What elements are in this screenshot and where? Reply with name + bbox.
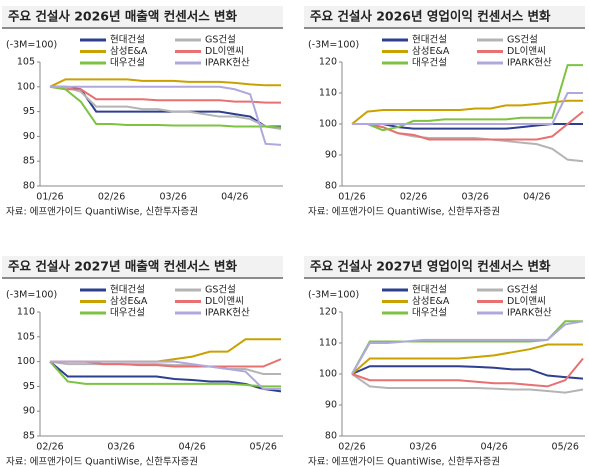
series-line	[49, 360, 281, 375]
legend-label: DL이앤씨	[205, 46, 244, 57]
legend-label: 현대건설	[110, 35, 145, 46]
series-line	[352, 92, 583, 125]
series-line	[351, 357, 584, 388]
y-tick-label: 120	[319, 57, 337, 68]
source-note: 자료: 에프앤가이드 QuantiWise, 신한투자증권	[6, 456, 198, 467]
chart-title: 주요 건설사 2027년 매출액 컨센서스 변화	[8, 259, 238, 274]
legend-label: 대우건설	[110, 308, 145, 319]
legend-label: 삼성E&A	[110, 46, 148, 57]
x-tick-label: 02/26	[98, 192, 125, 203]
legend-label: GS건설	[507, 35, 538, 46]
unit-label: (-3M=100)	[308, 40, 359, 51]
legend-label: GS건설	[205, 285, 236, 296]
legend-label: 현대건설	[412, 35, 447, 46]
x-tick-label: 02/26	[338, 442, 365, 453]
chart-title: 주요 건설사 2026년 영업이익 컨센서스 변화	[310, 9, 551, 24]
series-line	[351, 373, 584, 394]
legend-label: IPARK현산	[205, 58, 250, 69]
legend-label: 대우건설	[110, 58, 145, 69]
unit-label: (-3M=100)	[6, 40, 57, 51]
y-tick-label: 120	[319, 307, 337, 318]
legend-label: IPARK현산	[507, 308, 552, 319]
series-line	[351, 343, 583, 375]
series-line	[49, 85, 282, 129]
series-line	[50, 85, 282, 130]
y-tick-label: 100	[17, 356, 35, 367]
title-bar	[304, 6, 585, 28]
x-tick-label: 03/26	[160, 192, 187, 203]
chart-title: 주요 건설사 2027년 영업이익 컨센서스 변화	[310, 259, 551, 274]
x-tick-label: 03/26	[409, 442, 436, 453]
y-tick-label: 100	[319, 369, 337, 380]
y-tick-label: 105	[17, 57, 35, 68]
y-tick-label: 80	[23, 181, 35, 192]
y-tick-label: 90	[23, 131, 35, 142]
y-tick-label: 80	[325, 431, 337, 442]
title-bar	[304, 256, 585, 278]
y-tick-label: 85	[23, 156, 35, 167]
x-tick-label: 04/26	[523, 192, 550, 203]
x-tick-label: 05/26	[250, 442, 277, 453]
x-tick-label: 01/26	[338, 192, 365, 203]
unit-label: (-3M=100)	[308, 290, 359, 301]
x-tick-label: 02/26	[400, 192, 427, 203]
y-tick-label: 110	[319, 88, 337, 99]
x-tick-label: 04/26	[221, 192, 248, 203]
source-note: 자료: 에프앤가이드 QuantiWise, 신한투자증권	[308, 206, 500, 218]
series-line	[50, 360, 281, 390]
series-line	[49, 360, 281, 388]
legend-label: IPARK현산	[507, 58, 552, 69]
series-line	[50, 338, 281, 363]
legend-label: 대우건설	[412, 308, 447, 319]
series-line	[49, 360, 282, 393]
series-line	[352, 64, 583, 132]
series-line	[351, 365, 584, 380]
series-line	[351, 320, 584, 375]
legend-label: GS건설	[205, 35, 236, 46]
legend-label: DL이앤씨	[205, 296, 244, 307]
y-tick-label: 80	[325, 181, 337, 192]
y-tick-label: 100	[17, 81, 35, 92]
x-tick-label: 03/26	[462, 192, 489, 203]
legend-label: DL이앤씨	[507, 46, 546, 57]
y-tick-label: 95	[23, 106, 35, 117]
legend-label: GS건설	[507, 285, 538, 296]
legend-label: 삼성E&A	[110, 296, 148, 307]
y-tick-label: 85	[23, 431, 35, 442]
title-bar	[2, 6, 283, 28]
y-tick-label: 105	[17, 331, 35, 342]
series-line	[352, 110, 584, 141]
legend-label: IPARK현산	[205, 308, 250, 319]
y-tick-label: 90	[325, 400, 337, 411]
y-tick-label: 95	[23, 381, 35, 392]
source-note: 자료: 에프앤가이드 QuantiWise, 신한투자증권	[308, 456, 500, 467]
x-tick-label: 02/26	[36, 442, 63, 453]
source-note: 자료: 에프앤가이드 QuantiWise, 신한투자증권	[6, 206, 198, 218]
legend-label: 현대건설	[412, 285, 447, 296]
series-line	[351, 99, 583, 125]
legend-label: 대우건설	[412, 58, 447, 69]
series-line	[50, 85, 282, 146]
y-tick-label: 110	[319, 338, 337, 349]
title-bar	[2, 256, 283, 278]
legend-label: DL이앤씨	[507, 296, 546, 307]
chart-title: 주요 건설사 2026년 매출액 컨센서스 변화	[8, 9, 238, 24]
x-tick-label: 04/26	[178, 442, 205, 453]
y-tick-label: 90	[325, 150, 337, 161]
y-tick-label: 90	[23, 406, 35, 417]
legend-label: 현대건설	[110, 285, 145, 296]
x-tick-label: 05/26	[552, 442, 579, 453]
legend-label: 삼성E&A	[412, 296, 450, 307]
series-line	[49, 85, 281, 104]
legend-label: 삼성E&A	[412, 46, 450, 57]
y-tick-label: 100	[319, 119, 337, 130]
x-tick-label: 01/26	[36, 192, 63, 203]
x-tick-label: 04/26	[480, 442, 507, 453]
x-tick-label: 03/26	[107, 442, 134, 453]
series-line	[49, 78, 281, 88]
unit-label: (-3M=100)	[6, 290, 57, 301]
y-tick-label: 110	[17, 307, 35, 318]
